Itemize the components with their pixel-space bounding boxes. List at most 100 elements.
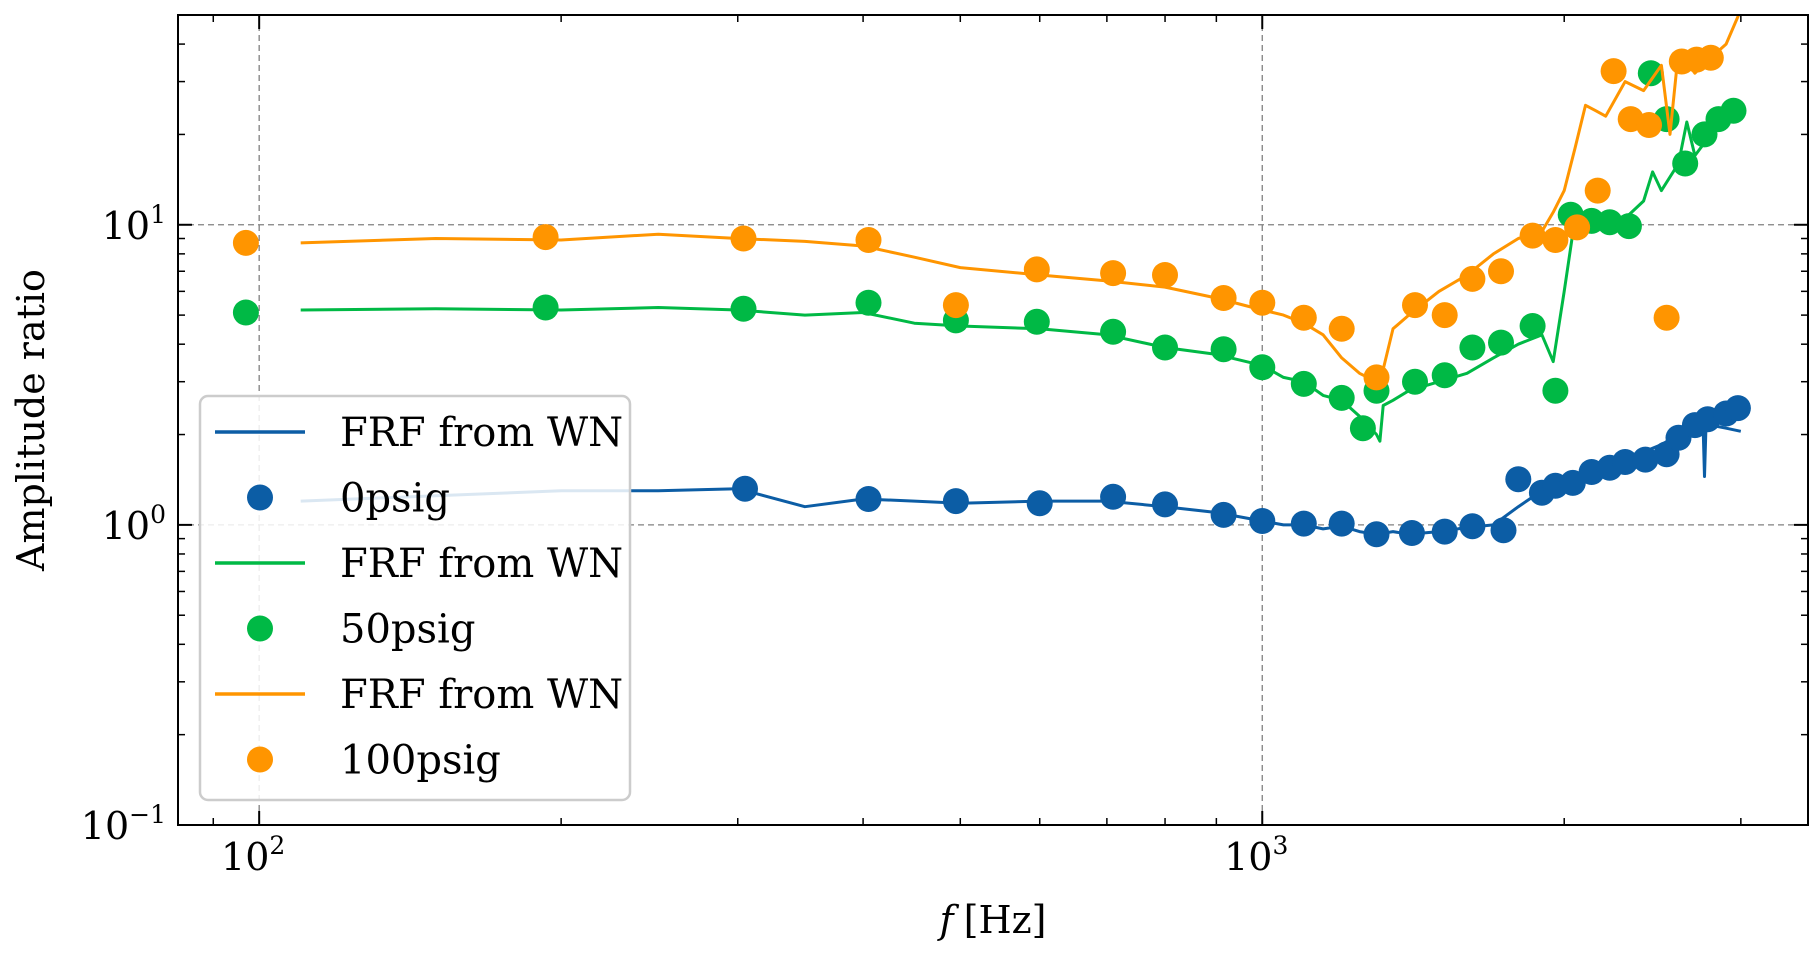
data-point-100psig — [1402, 292, 1428, 319]
legend: FRF from WN 0psig FRF from WN 50psig FRF fro… — [198, 394, 632, 802]
data-point-100psig — [1152, 262, 1178, 288]
data-point-100psig — [1600, 58, 1627, 85]
data-point-100psig — [1519, 222, 1546, 249]
y-tick-exp: 1 — [150, 200, 166, 229]
x-axis-var: f — [937, 898, 960, 942]
data-point-50psig — [1290, 370, 1317, 397]
data-point-100psig — [1290, 304, 1317, 331]
data-point-50psig — [532, 294, 559, 321]
data-point-50psig — [1637, 60, 1664, 87]
y-tick-exp: −1 — [129, 800, 166, 829]
data-point-100psig — [1542, 227, 1569, 253]
x-tick-label: 103 — [1224, 831, 1288, 879]
data-point-100psig — [1431, 302, 1458, 329]
x-tick-label: 102 — [221, 831, 285, 879]
data-point-0psig — [1505, 466, 1532, 493]
data-point-50psig — [1349, 415, 1376, 442]
y-tick-base: 10 — [102, 504, 150, 548]
data-point-100psig — [730, 225, 757, 252]
legend-label: FRF from WN — [340, 410, 623, 456]
data-point-100psig — [1210, 285, 1237, 311]
data-point-100psig — [1488, 258, 1514, 285]
data-point-0psig — [1026, 490, 1053, 517]
data-point-0psig — [1632, 446, 1659, 473]
legend-marker-swatch — [247, 746, 273, 773]
data-point-0psig — [1152, 491, 1178, 518]
data-point-50psig — [730, 295, 757, 322]
data-point-50psig — [1519, 313, 1546, 339]
data-point-100psig — [1249, 289, 1276, 316]
data-point-0psig — [855, 486, 882, 512]
data-point-0psig — [1328, 510, 1355, 537]
data-point-50psig — [1615, 213, 1642, 240]
data-point-0psig — [942, 488, 969, 515]
data-point-50psig — [232, 299, 259, 326]
legend-marker-swatch — [247, 484, 273, 511]
series-line-4 — [300, 15, 1741, 384]
legend-label: 0psig — [340, 476, 450, 522]
axis-ticks — [178, 15, 1808, 826]
data-point-50psig — [1023, 308, 1050, 335]
data-point-100psig — [1697, 44, 1724, 71]
series-line-2 — [300, 109, 1742, 443]
data-point-0psig — [1724, 395, 1751, 422]
x-axis-unit: [Hz] — [964, 898, 1047, 942]
y-tick-exp: 0 — [150, 500, 166, 529]
x-tick-base: 10 — [221, 835, 269, 879]
data-point-100psig — [942, 292, 969, 319]
y-tick-base: 10 — [81, 804, 129, 848]
data-point-100psig — [1636, 112, 1662, 138]
plot-frame — [177, 14, 1809, 826]
data-point-50psig — [1672, 150, 1699, 177]
data-point-100psig — [1363, 364, 1390, 391]
legend-label: 100psig — [340, 738, 501, 784]
data-point-100psig — [1584, 177, 1611, 204]
legend-box — [198, 394, 632, 802]
legend-marker-swatch — [247, 615, 273, 642]
legend-label: 50psig — [340, 607, 475, 653]
data-point-0psig — [1363, 521, 1390, 548]
data-point-50psig — [1249, 354, 1276, 381]
y-tick-label: 100 — [102, 500, 166, 548]
data-point-50psig — [1100, 318, 1127, 345]
data-point-50psig — [1459, 334, 1486, 361]
data-point-100psig — [1459, 265, 1486, 292]
data-point-50psig — [1720, 97, 1747, 124]
data-point-50psig — [1402, 368, 1428, 395]
data-point-50psig — [1328, 384, 1355, 411]
data-point-0psig — [1490, 517, 1517, 544]
data-point-50psig — [1542, 377, 1569, 404]
data-point-0psig — [732, 475, 758, 502]
data-point-100psig — [1328, 315, 1355, 342]
y-tick-label: 101 — [102, 200, 166, 248]
data-point-100psig — [1100, 260, 1127, 287]
data-point-0psig — [1100, 483, 1127, 510]
data-point-0psig — [1249, 508, 1276, 534]
x-axis-label: f [Hz] — [937, 898, 1047, 942]
x-tick-exp: 3 — [1272, 831, 1288, 860]
data-point-50psig — [1210, 336, 1237, 363]
y-tick-label: 10−1 — [81, 800, 166, 848]
data-point-0psig — [1459, 513, 1486, 540]
data-point-100psig — [532, 224, 559, 251]
data-point-0psig — [1290, 510, 1317, 537]
data-point-50psig — [1152, 334, 1178, 361]
data-point-100psig — [855, 227, 882, 253]
data-point-0psig — [1612, 449, 1639, 475]
data-point-50psig — [1488, 329, 1514, 356]
data-point-0psig — [1210, 501, 1237, 528]
y-axis-label: Amplitude ratio — [9, 269, 53, 572]
legend-label: FRF from WN — [340, 541, 623, 587]
data-point-100psig — [1023, 256, 1050, 283]
y-tick-base: 10 — [102, 204, 150, 248]
x-tick-base: 10 — [1224, 835, 1272, 879]
data-point-0psig — [1398, 520, 1425, 546]
data-point-100psig — [232, 229, 259, 256]
data-point-0psig — [1431, 518, 1458, 545]
data-point-100psig — [1564, 214, 1591, 241]
legend-label: FRF from WN — [340, 672, 623, 718]
data-point-0psig — [1559, 469, 1586, 496]
data-point-50psig — [855, 289, 882, 316]
